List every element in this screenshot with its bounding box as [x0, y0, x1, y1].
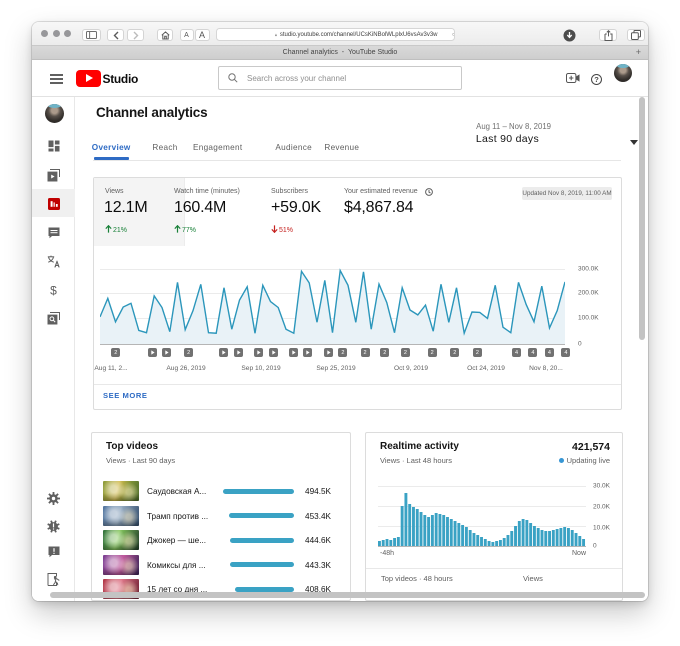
svg-text:?: ?: [594, 75, 599, 84]
svg-text:$: $: [50, 284, 57, 297]
